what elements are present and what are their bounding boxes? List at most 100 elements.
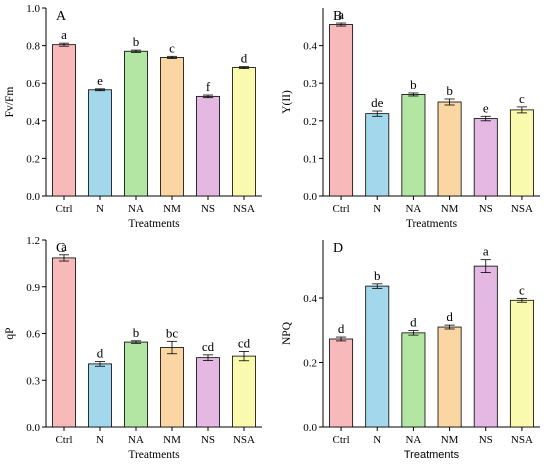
x-tick-label: N (373, 203, 381, 215)
panel-label: D (333, 241, 343, 256)
y-tick-label: 0.4 (26, 116, 40, 128)
x-tick-label: NM (163, 434, 181, 446)
significance-letter: b (374, 268, 381, 283)
x-tick-label: NM (441, 434, 459, 446)
x-tick-label: Ctrl (55, 434, 72, 446)
x-tick-label: NSA (233, 203, 255, 215)
significance-letter: a (61, 27, 67, 42)
significance-letter: b (133, 325, 140, 340)
significance-letter: a (338, 7, 344, 22)
x-tick-label: Ctrl (333, 434, 350, 446)
bar-n (88, 363, 112, 428)
x-axis-title: Treatments (128, 449, 180, 461)
x-tick-label: NA (405, 203, 421, 215)
y-tick-label: 1.0 (26, 3, 40, 15)
bar-ctrl (52, 44, 76, 197)
significance-letter: d (446, 309, 453, 324)
significance-letter: cd (238, 335, 251, 350)
x-tick-label: NS (201, 203, 215, 215)
y-tick-label: 0.1 (303, 153, 317, 165)
x-axis-title: Treatments (406, 218, 458, 230)
bar-nsa (509, 109, 534, 197)
panel-a: 0.0 0.2 0.4 0.6 0.8 1.0 Fv/Fm Aa Ctrl e Nb NA c NM f NS… (4, 3, 262, 230)
y-tick-label: 0.6 (26, 329, 40, 341)
significance-letter: e (97, 73, 103, 88)
x-tick-label: Ctrl (55, 203, 72, 215)
significance-letter: c (519, 282, 525, 297)
y-tick-label: 0.0 (303, 191, 317, 203)
x-tick-label: NM (163, 203, 181, 215)
x-axis-title: Treatments (128, 218, 180, 230)
y-tick-label: 0.2 (303, 358, 317, 370)
significance-letter: b (410, 77, 417, 92)
panel-label: A (56, 9, 67, 24)
significance-letter: cd (202, 339, 215, 354)
panel-c: 0.0 0.3 0.6 0.9 1.2 qP Ca Ctrl d Nb NA bc NM cd NS cd NS… (4, 235, 262, 461)
significance-letter: a (61, 239, 67, 254)
bar-nm (437, 101, 462, 197)
y-tick-label: 0.6 (26, 78, 40, 90)
x-tick-label: NM (441, 203, 459, 215)
y-tick-label: 0.2 (303, 116, 317, 128)
x-tick-label: NS (479, 434, 493, 446)
y-tick-label: 0.8 (26, 41, 40, 53)
significance-letter: de (371, 95, 384, 110)
bar-nm (160, 347, 184, 428)
bar-ns (196, 95, 220, 197)
bar-nsa (232, 355, 256, 428)
y-axis-title: qP (4, 327, 16, 339)
x-tick-label: NS (479, 203, 493, 215)
bar-n (365, 113, 390, 197)
significance-letter: c (169, 40, 175, 55)
y-tick-label: 0.3 (26, 375, 40, 387)
bar-ctrl (52, 257, 76, 428)
panel-label: B (333, 9, 342, 24)
x-tick-label: Ctrl (333, 203, 350, 215)
bar-nsa (509, 299, 534, 428)
bar-ns (196, 357, 220, 428)
x-tick-label: NS (201, 434, 215, 446)
x-tick-label: NA (128, 203, 144, 215)
y-tick-label: 0.2 (26, 153, 40, 165)
bar-n (365, 285, 390, 428)
bar-na (124, 341, 148, 428)
significance-letter: c (519, 91, 525, 106)
bar-na (401, 94, 426, 197)
y-tick-label: 0.0 (26, 191, 40, 203)
significance-letter: e (483, 100, 489, 115)
bar-na (124, 50, 148, 197)
y-tick-label: 0.0 (303, 422, 317, 434)
significance-letter: bc (166, 325, 179, 340)
significance-letter: d (338, 321, 345, 336)
significance-letter: a (483, 244, 489, 259)
significance-letter: b (446, 83, 453, 98)
significance-letter: f (206, 79, 211, 94)
x-tick-label: NSA (511, 203, 533, 215)
bar-na (401, 332, 426, 428)
significance-letter: d (241, 51, 248, 66)
y-axis-title: Fv/Fm (4, 87, 16, 118)
x-tick-label: NSA (511, 434, 533, 446)
y-tick-label: 0.9 (26, 282, 40, 294)
panel-d: 0.0 0.2 0.4 NPQ Dd Ctrl b Nd NA d NM a NS c NSA Treatme… (281, 240, 540, 461)
y-tick-label: 0.3 (303, 78, 317, 90)
bar-nm (160, 57, 184, 197)
x-tick-label: N (96, 434, 104, 446)
x-tick-label: N (373, 434, 381, 446)
x-tick-label: NA (405, 434, 421, 446)
significance-letter: b (133, 34, 140, 49)
bar-ctrl (329, 24, 354, 197)
y-tick-label: 0.4 (303, 293, 317, 305)
bar-ctrl (329, 338, 354, 428)
x-tick-label: NSA (233, 434, 255, 446)
panel-label: C (56, 241, 65, 256)
x-tick-label: N (96, 203, 104, 215)
y-axis-title: Y(II) (281, 90, 293, 114)
bar-nm (437, 326, 462, 428)
x-axis-title: Treatments (404, 449, 460, 461)
y-axis-title: NPQ (281, 321, 293, 345)
bar-ns (473, 118, 498, 197)
y-tick-label: 0.0 (26, 422, 40, 434)
significance-letter: d (410, 315, 417, 330)
